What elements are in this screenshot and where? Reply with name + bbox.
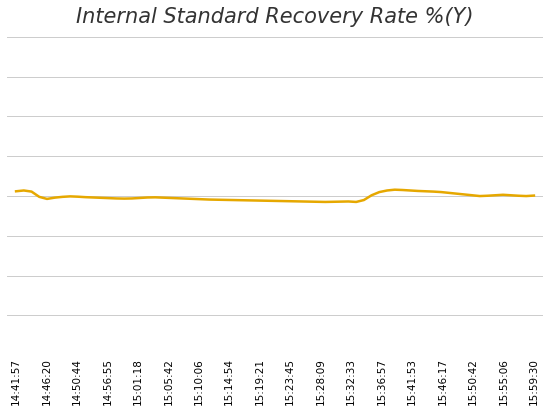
Title: Internal Standard Recovery Rate %(Y): Internal Standard Recovery Rate %(Y) xyxy=(76,7,474,27)
